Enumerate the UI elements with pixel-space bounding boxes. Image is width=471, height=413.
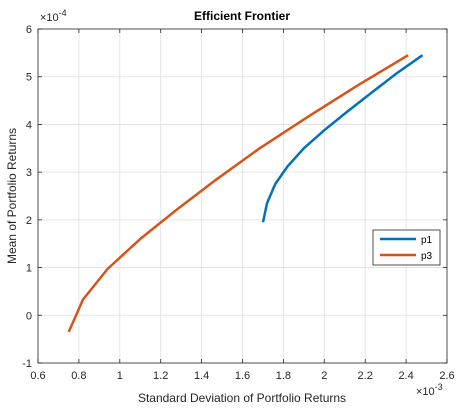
series-layer [67, 54, 424, 333]
chart-title: Efficient Frontier [194, 9, 290, 23]
x-tick-label: 1.2 [153, 370, 168, 382]
y-exponent-power: -4 [59, 8, 67, 18]
y-axis-exponent: ×10-4 [40, 8, 67, 24]
x-tick-label: 2.2 [358, 370, 373, 382]
y-tick-label: 0 [26, 310, 32, 322]
tick-labels: 0.6 0.8 1 1.2 1.4 1.6 1.8 2 2.2 2.4 2.6 -1 0 1 2 3 4 5 6 [22, 24, 454, 382]
y-tick-label: 4 [26, 119, 32, 131]
y-tick-label: 3 [26, 167, 32, 179]
y-tick-label: 2 [26, 215, 32, 227]
x-tick-label: 2 [321, 370, 327, 382]
x-tick-label: 0.6 [30, 370, 45, 382]
x-axis-exponent: ×10-3 [416, 382, 443, 398]
y-tick-label: 6 [26, 24, 32, 36]
x-tick-label: 1 [117, 370, 123, 382]
x-tick-label: 1.6 [235, 370, 250, 382]
x-tick-label: 0.8 [71, 370, 86, 382]
legend-label-p3: p3 [421, 251, 433, 262]
x-tick-label: 2.4 [398, 370, 413, 382]
y-tick-label: 5 [26, 72, 32, 84]
x-tick-label: 2.6 [439, 370, 454, 382]
series-line-p1 [261, 54, 424, 223]
y-tick-label: -1 [22, 358, 32, 370]
y-axis-label: Mean of Portfolio Returns [5, 128, 19, 264]
x-axis-label: Standard Deviation of Portfolio Returns [138, 391, 346, 405]
x-tick-label: 1.4 [194, 370, 209, 382]
x-tick-label: 1.8 [276, 370, 291, 382]
x-exponent-base: ×10 [416, 386, 435, 398]
x-exponent-power: -3 [435, 382, 443, 392]
legend-box [372, 229, 441, 266]
y-tick-label: 1 [26, 263, 32, 275]
series-line-p3 [67, 54, 409, 333]
y-exponent-base: ×10 [40, 12, 59, 24]
tick-marks [37, 28, 448, 364]
legend: p1 p3 [372, 229, 441, 266]
legend-label-p1: p1 [421, 235, 433, 246]
